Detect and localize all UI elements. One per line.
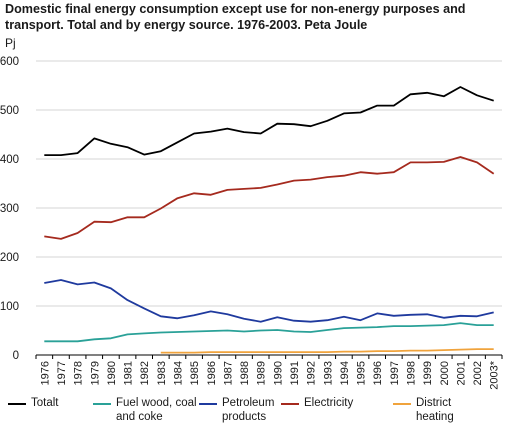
x-tick-label: 1980 (106, 361, 118, 385)
x-tick-label: 1982 (139, 361, 151, 385)
x-tick-label: 1997 (389, 361, 401, 385)
legend-swatch (393, 403, 411, 405)
series-line-totalt (44, 86, 494, 156)
x-tick-label: 1991 (289, 361, 301, 385)
x-tick-label: 2003* (489, 360, 501, 389)
y-tick-label: 500 (0, 105, 19, 117)
series-line-electricity (44, 156, 495, 240)
x-tick-label: 2002 (472, 361, 484, 385)
x-tick-label: 1985 (189, 361, 201, 385)
x-tick-label: 1992 (306, 361, 318, 385)
x-tick-label: 1993 (322, 361, 334, 385)
legend-item-petroleum: Petroleum products (199, 396, 279, 424)
legend-swatch (281, 403, 299, 405)
series-line-petroleum-products (44, 279, 494, 323)
x-tick-label: 1994 (339, 361, 351, 385)
axes (35, 354, 503, 359)
x-tick-label: 1977 (56, 361, 68, 385)
legend-swatch (199, 403, 217, 405)
x-tick-label: 1986 (206, 361, 218, 385)
x-tick-label: 1981 (123, 361, 135, 385)
x-tick-label: 1990 (272, 361, 284, 385)
x-tick-label: 1987 (222, 361, 234, 385)
legend-label: Fuel wood, coal and coke (116, 397, 197, 423)
x-tick-label: 1996 (372, 361, 384, 385)
y-tick-label: 600 (0, 56, 19, 68)
x-tick-label: 1978 (73, 361, 85, 385)
y-tick-label: 0 (13, 350, 19, 362)
gridlines (36, 60, 502, 307)
y-tick-label: 100 (0, 301, 19, 313)
x-tick-label: 1988 (239, 361, 251, 385)
legend-label: District heating (416, 397, 454, 423)
chart-title: Domestic final energy consumption except… (5, 2, 466, 32)
y-tick-label: 400 (0, 154, 19, 166)
x-tick-label: 1998 (405, 361, 417, 385)
y-tick-labels: 0 100 200 300 400 500 600 (0, 56, 19, 362)
legend-item-electricity: Electricity (281, 396, 381, 410)
legend-swatch (93, 403, 111, 405)
x-tick-label: 1989 (256, 361, 268, 385)
x-tick-label: 1979 (89, 361, 101, 385)
x-tick-label: 1999 (422, 361, 434, 385)
legend-item-totalt: Totalt (8, 396, 68, 410)
legend-item-district-heating: District heating (393, 396, 467, 424)
y-tick-label: 200 (0, 252, 19, 264)
y-axis-unit-label: Pj (5, 36, 16, 50)
x-tick-label: 1976 (39, 361, 51, 385)
x-tick-labels: 1976 1977 1978 1979 1980 1981 1982 1983 1984 1985… (39, 360, 500, 389)
legend-item-fuel-wood: Fuel wood, coal and coke (93, 396, 211, 424)
x-tick-label: 1995 (356, 361, 368, 385)
x-tick-label: 2001 (455, 361, 467, 385)
y-tick-label: 300 (0, 203, 19, 215)
legend-swatch (8, 403, 26, 405)
x-tick-label: 1983 (156, 361, 168, 385)
legend-label: Petroleum products (222, 397, 275, 423)
legend-label: Totalt (31, 397, 59, 409)
series-line-district-heating (160, 348, 494, 354)
series-lines (44, 86, 495, 354)
legend-label: Electricity (304, 397, 354, 409)
legend: Totalt Fuel wood, coal and coke Petroleu… (0, 396, 510, 428)
series-line-fuel-wood-coal-and-coke (44, 322, 494, 343)
x-tick-label: 2000 (439, 361, 451, 385)
x-tick-label: 1984 (172, 361, 184, 385)
